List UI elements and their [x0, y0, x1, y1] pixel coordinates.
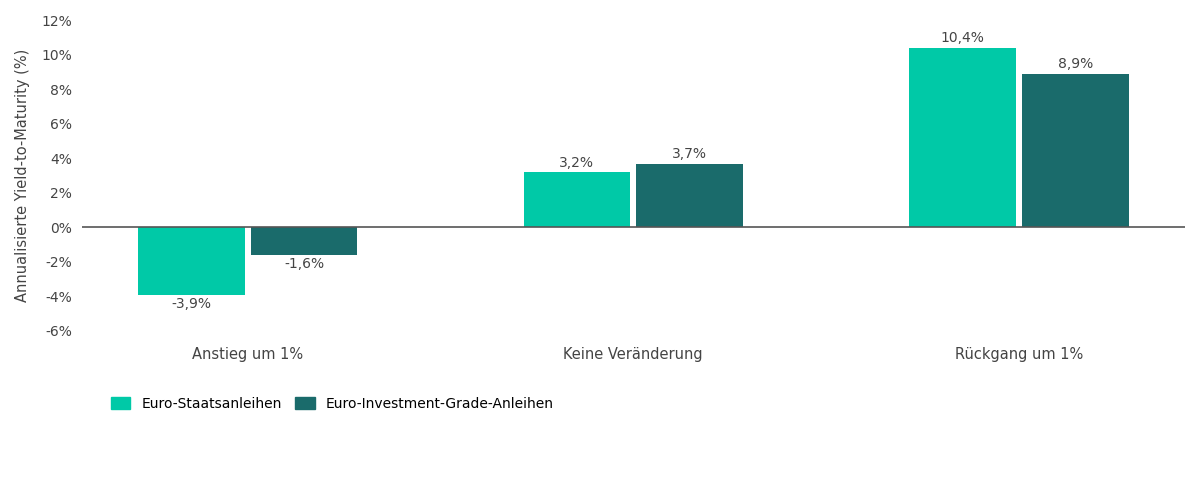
Legend: Euro-Staatsanleihen, Euro-Investment-Grade-Anleihen: Euro-Staatsanleihen, Euro-Investment-Gra…: [110, 396, 554, 411]
Text: 10,4%: 10,4%: [941, 32, 984, 46]
Bar: [910, 48, 1016, 227]
Text: -3,9%: -3,9%: [172, 297, 211, 311]
Y-axis label: Annualisierte Yield-to-Maturity (%): Annualisierte Yield-to-Maturity (%): [14, 49, 30, 302]
Text: 3,2%: 3,2%: [559, 155, 594, 170]
Text: 8,9%: 8,9%: [1057, 57, 1093, 71]
Bar: [251, 227, 358, 255]
Bar: [636, 163, 743, 227]
Text: -1,6%: -1,6%: [284, 257, 324, 271]
Bar: [138, 227, 245, 295]
Bar: [1022, 74, 1129, 227]
Text: 3,7%: 3,7%: [672, 147, 707, 161]
Bar: [523, 172, 630, 227]
